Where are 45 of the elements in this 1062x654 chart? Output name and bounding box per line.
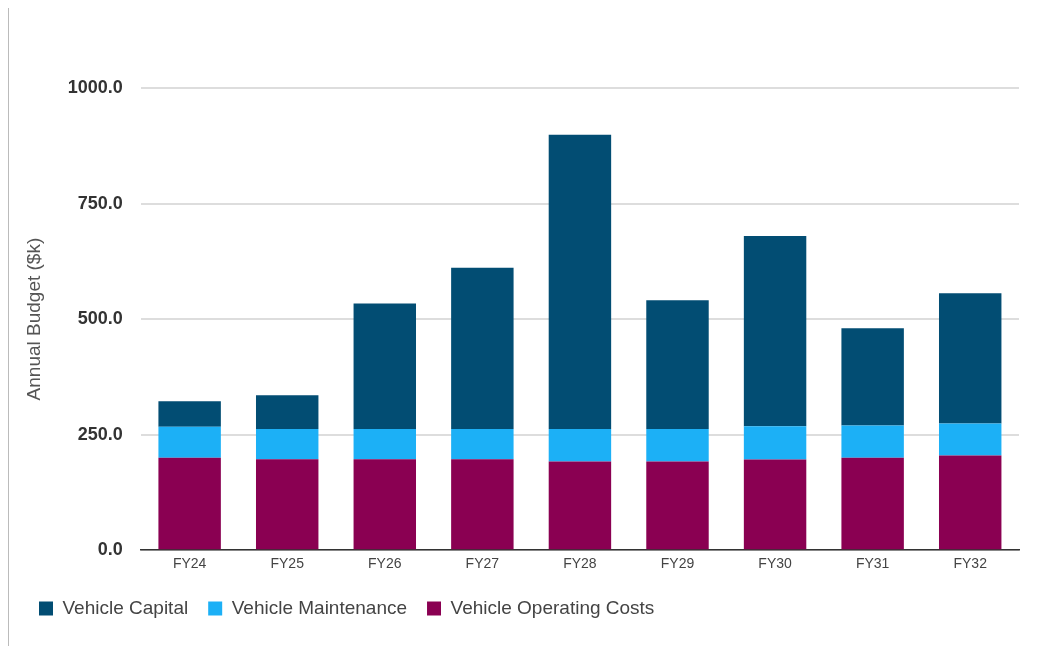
bar [158, 457, 221, 550]
x-tick-label: FY30 [758, 555, 793, 572]
bar [353, 459, 417, 550]
bar [451, 429, 514, 460]
bar [451, 459, 514, 550]
bar [548, 461, 612, 550]
y-tick-label: 250.0 [77, 423, 123, 444]
bar [548, 134, 612, 430]
x-tick-label: FY27 [465, 555, 500, 572]
bar [353, 303, 417, 430]
bar [743, 459, 807, 550]
bar [255, 459, 319, 550]
x-tick-label: FY31 [855, 555, 890, 572]
legend-label: Vehicle Operating Costs [450, 596, 655, 618]
x-tick-label: FY26 [368, 555, 402, 572]
bar [841, 457, 904, 550]
y-tick-label: 0.0 [97, 539, 123, 560]
bar [938, 455, 1002, 550]
bar [451, 267, 514, 430]
bar [158, 426, 221, 458]
legend-label: Vehicle Maintenance [231, 596, 408, 618]
bar [938, 423, 1002, 456]
y-tick-label: 750.0 [77, 192, 123, 213]
y-tick-label: 500.0 [77, 308, 123, 329]
bar [255, 395, 319, 430]
bar [646, 300, 709, 430]
bar [938, 293, 1002, 424]
x-tick-label: FY24 [172, 555, 207, 572]
bar [646, 461, 709, 550]
bar [158, 401, 221, 427]
x-tick-label: FY29 [660, 555, 695, 572]
y-axis-title: Annual Budget ($k) [22, 237, 44, 401]
bar [353, 429, 417, 460]
bar [841, 328, 904, 426]
bar [255, 429, 319, 460]
bar [646, 429, 709, 462]
y-tick-label: 1000.0 [67, 76, 123, 97]
bar [743, 426, 807, 460]
x-tick-label: FY32 [953, 555, 988, 572]
x-tick-label: FY28 [563, 555, 597, 572]
x-tick-label: FY25 [270, 555, 305, 572]
legend-label: Vehicle Capital [62, 596, 189, 618]
bar [743, 235, 807, 427]
bar [548, 429, 612, 462]
bar [841, 425, 904, 458]
